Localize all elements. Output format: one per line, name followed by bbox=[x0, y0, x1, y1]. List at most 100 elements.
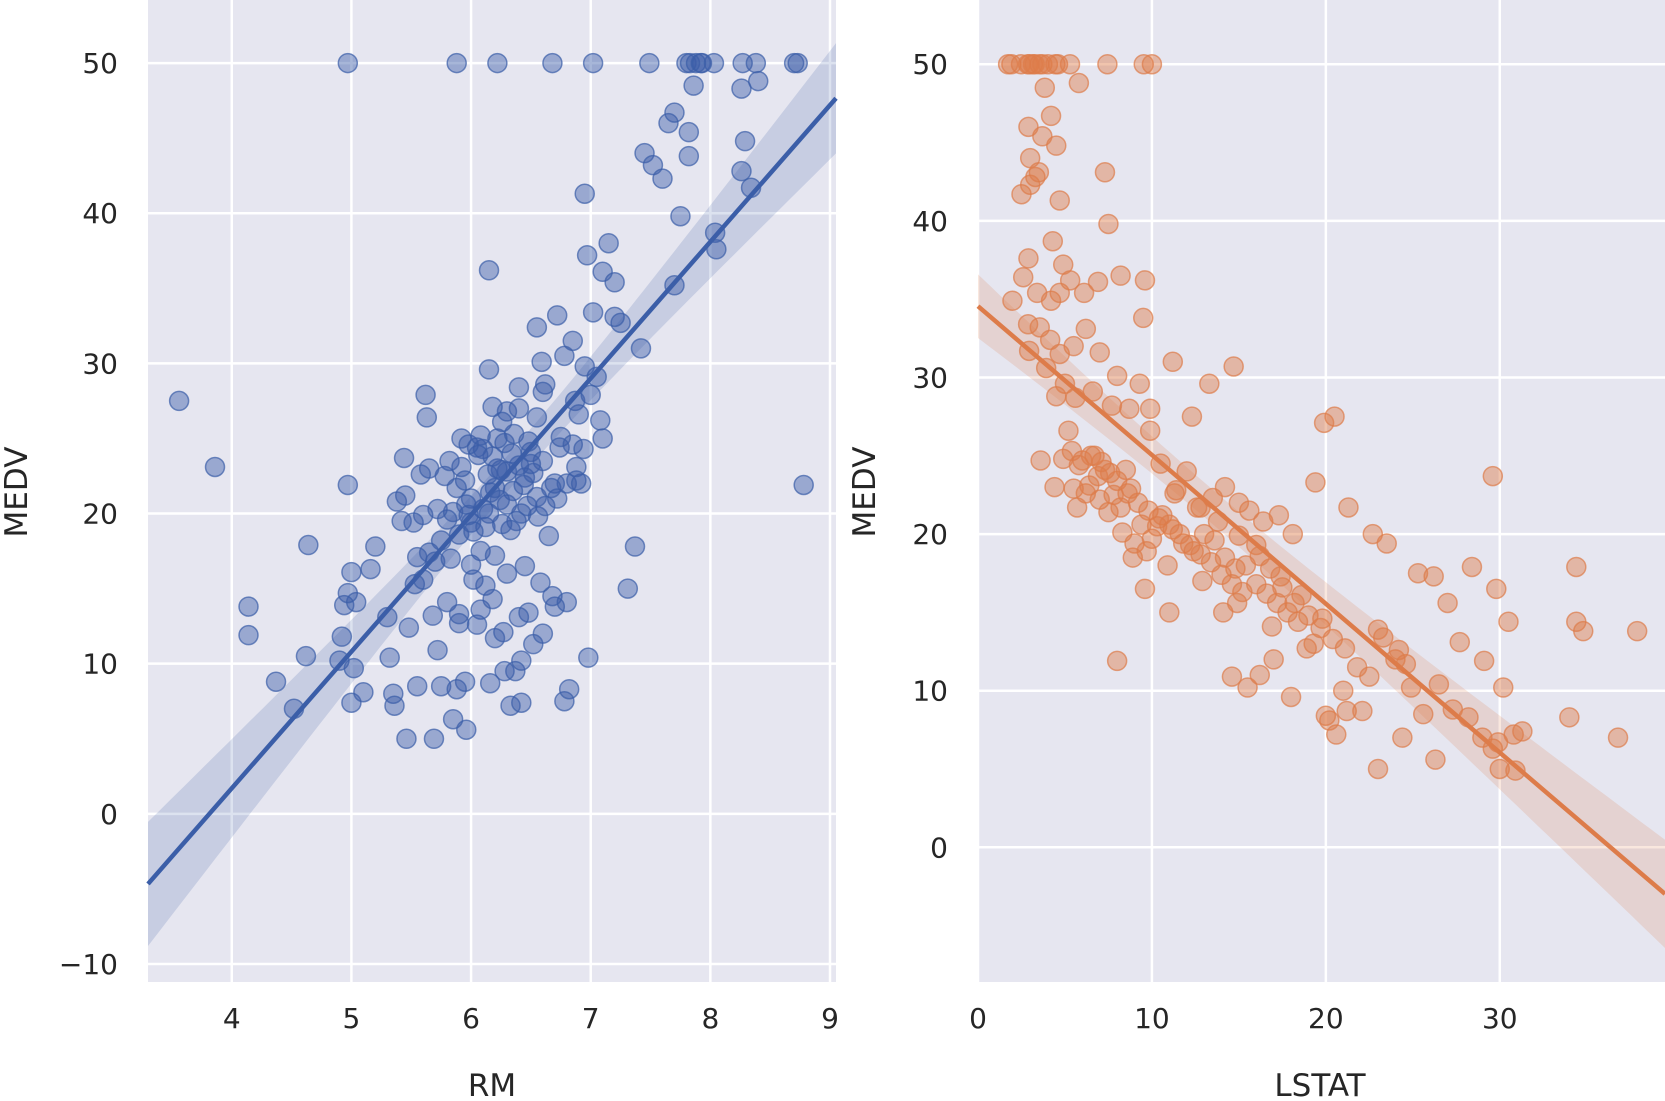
data-point bbox=[1075, 318, 1097, 340]
data-point bbox=[337, 582, 359, 604]
data-point bbox=[540, 477, 562, 499]
data-point bbox=[491, 411, 513, 433]
data-point bbox=[1138, 500, 1159, 521]
data-point bbox=[1162, 351, 1184, 373]
data-point bbox=[1101, 395, 1123, 416]
data-point bbox=[1148, 508, 1170, 529]
data-point bbox=[446, 678, 467, 700]
data-point bbox=[487, 428, 508, 449]
data-point bbox=[1119, 398, 1140, 420]
data-point bbox=[652, 168, 673, 189]
data-point bbox=[1473, 650, 1495, 672]
data-point bbox=[556, 591, 578, 613]
data-point bbox=[415, 384, 436, 406]
data-point bbox=[406, 546, 428, 568]
data-point bbox=[747, 70, 769, 92]
x-axis-label: RM bbox=[468, 1068, 516, 1101]
data-point bbox=[1094, 162, 1116, 183]
data-point bbox=[1493, 677, 1514, 698]
data-point bbox=[1159, 602, 1180, 623]
data-point bbox=[574, 183, 595, 204]
data-point bbox=[379, 647, 400, 668]
data-point bbox=[1139, 420, 1161, 441]
data-point bbox=[1336, 700, 1357, 722]
data-point bbox=[395, 485, 416, 506]
data-point bbox=[331, 626, 353, 647]
data-point bbox=[430, 675, 452, 697]
data-point bbox=[679, 52, 701, 74]
chart-lstat-medv: 0 10 20 30 0 10 20 30 40 50 LSTAT MEDV bbox=[847, 0, 1665, 1101]
data-point bbox=[422, 605, 444, 626]
data-point bbox=[1193, 523, 1215, 545]
data-point bbox=[1498, 611, 1519, 633]
data-point bbox=[1176, 461, 1197, 482]
data-point bbox=[527, 506, 549, 527]
data-point bbox=[1134, 578, 1156, 600]
data-point bbox=[511, 692, 532, 713]
data-point bbox=[496, 563, 518, 584]
data-point bbox=[706, 239, 727, 260]
data-point bbox=[1157, 555, 1178, 576]
confidence-band bbox=[978, 274, 1665, 948]
data-point bbox=[1226, 592, 1248, 614]
y-tick-labels: −10 0 10 20 30 40 50 bbox=[59, 47, 118, 981]
data-point bbox=[1221, 666, 1243, 687]
data-point bbox=[1324, 406, 1345, 427]
data-point bbox=[1312, 608, 1333, 629]
data-point bbox=[787, 52, 808, 74]
data-point bbox=[1315, 705, 1337, 726]
data-point bbox=[590, 410, 611, 431]
data-point bbox=[731, 160, 752, 182]
data-point bbox=[1362, 523, 1384, 545]
data-point bbox=[592, 261, 613, 283]
data-point bbox=[549, 437, 570, 458]
data-point bbox=[1296, 638, 1317, 659]
data-point bbox=[658, 112, 679, 134]
data-point bbox=[1134, 270, 1156, 291]
data-point bbox=[793, 474, 814, 496]
data-point bbox=[393, 447, 415, 469]
x-tick-label: 5 bbox=[342, 1002, 360, 1035]
data-point bbox=[456, 719, 477, 740]
data-point bbox=[1082, 381, 1104, 402]
data-point bbox=[1181, 406, 1203, 427]
data-point bbox=[1212, 602, 1234, 623]
data-point bbox=[1199, 373, 1220, 394]
data-point bbox=[1392, 727, 1413, 748]
data-point bbox=[624, 536, 646, 557]
y-tick-label: 10 bbox=[82, 648, 118, 681]
x-tick-label: 30 bbox=[1482, 1002, 1518, 1035]
data-point bbox=[1061, 440, 1083, 462]
data-point bbox=[353, 681, 374, 703]
data-point bbox=[487, 458, 508, 479]
data-point bbox=[1106, 650, 1128, 672]
data-point bbox=[1017, 313, 1039, 335]
data-point bbox=[1063, 335, 1084, 357]
x-tick-labels: 4 5 6 7 8 9 bbox=[223, 1002, 839, 1035]
data-point bbox=[478, 503, 500, 524]
y-tick-label: −10 bbox=[59, 948, 118, 981]
data-point bbox=[1352, 700, 1373, 722]
x-tick-label: 8 bbox=[701, 1002, 719, 1035]
data-point bbox=[1489, 758, 1511, 780]
y-tick-labels: 0 10 20 30 40 50 bbox=[912, 48, 948, 864]
data-point bbox=[1482, 465, 1504, 487]
data-point bbox=[1287, 611, 1309, 633]
grid-lines bbox=[976, 0, 1665, 982]
data-point bbox=[1192, 570, 1213, 592]
data-point bbox=[1388, 639, 1410, 661]
data-point bbox=[530, 572, 551, 593]
data-point bbox=[204, 456, 226, 478]
data-point bbox=[508, 377, 530, 398]
data-point bbox=[568, 404, 589, 425]
data-point bbox=[337, 474, 359, 496]
data-point bbox=[1046, 385, 1067, 407]
data-point bbox=[1573, 620, 1594, 642]
data-point bbox=[731, 78, 752, 99]
data-point bbox=[1066, 497, 1088, 518]
data-point bbox=[542, 52, 563, 74]
data-point bbox=[1376, 533, 1397, 554]
data-point bbox=[384, 695, 405, 716]
data-point bbox=[558, 678, 580, 700]
data-point bbox=[1559, 707, 1580, 728]
